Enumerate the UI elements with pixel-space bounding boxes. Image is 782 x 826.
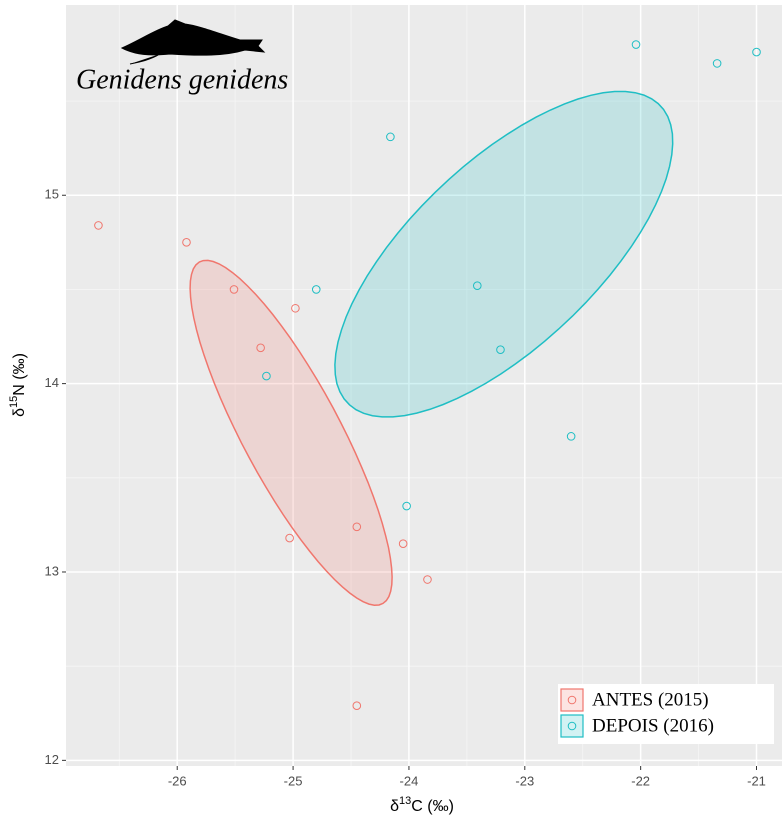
point	[472, 281, 482, 290]
legend-point	[567, 695, 577, 705]
y-axis-sup: 15	[8, 396, 20, 408]
point	[291, 303, 300, 313]
legend-key-bg	[560, 688, 584, 712]
x-axis-title: δ13C (‰)	[390, 795, 454, 815]
y-axis-rest: N (‰)	[11, 353, 28, 396]
point	[94, 221, 103, 230]
point	[256, 343, 265, 353]
legend-key	[560, 714, 584, 738]
point	[566, 432, 576, 441]
point	[229, 285, 239, 294]
point	[423, 575, 432, 584]
chart-title: Genidens genidens	[76, 64, 288, 95]
legend-key	[560, 688, 584, 712]
ellipse	[189, 259, 393, 606]
x-tick-label: -23	[515, 773, 534, 788]
point	[352, 522, 362, 532]
point	[752, 47, 761, 57]
legend-label: ANTES (2015)	[592, 689, 709, 710]
x-axis-sup: 13	[399, 795, 411, 807]
point	[402, 501, 411, 511]
plot-panel	[66, 5, 782, 766]
x-tick-label: -26	[168, 773, 187, 788]
x-tick-label: -21	[747, 773, 766, 788]
y-tick-label: 14	[45, 375, 59, 390]
point	[182, 238, 191, 247]
y-tick-label: 13	[45, 563, 59, 578]
legend-box	[558, 684, 774, 744]
y-tick-label: 15	[45, 187, 59, 202]
legend-key-bg	[560, 714, 584, 738]
fish-silhouette	[120, 19, 266, 65]
legend-point	[567, 721, 577, 731]
point	[712, 59, 722, 68]
x-tick-label: -22	[631, 773, 650, 788]
x-tick-label: -24	[400, 773, 419, 788]
legend-label: DEPOIS (2016)	[592, 715, 714, 736]
point	[311, 285, 321, 294]
ellipse	[334, 90, 674, 418]
point	[285, 533, 294, 543]
x-tick-label: -25	[284, 773, 303, 788]
point	[631, 40, 641, 49]
point	[352, 701, 362, 711]
x-axis-rest: C (‰)	[411, 798, 454, 815]
point	[398, 539, 408, 549]
point	[386, 132, 395, 142]
y-tick-label: 12	[45, 752, 59, 767]
y-axis-symbol: δ	[11, 408, 28, 417]
point	[262, 371, 271, 381]
point	[496, 345, 505, 355]
y-axis-title: δ15N (‰)	[8, 353, 28, 417]
x-axis-symbol: δ	[390, 798, 399, 815]
